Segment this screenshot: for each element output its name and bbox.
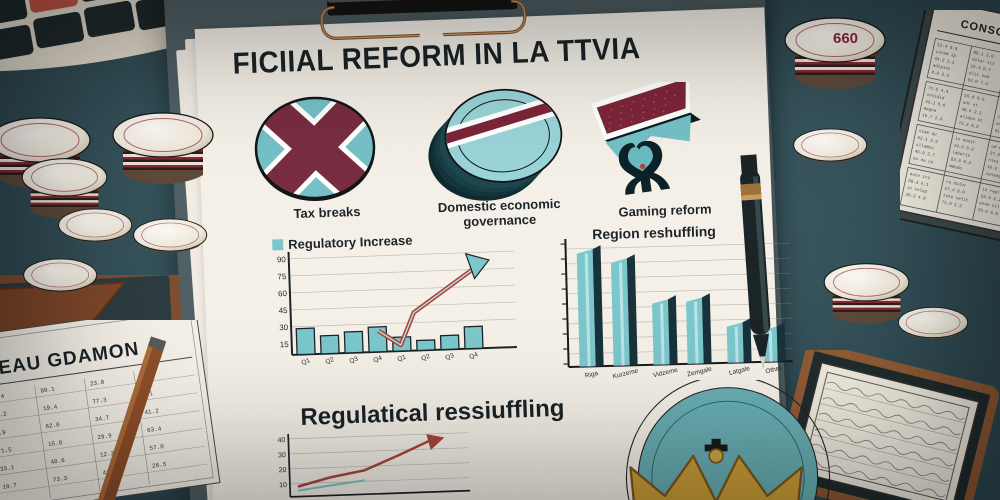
svg-text:Q1: Q1 — [396, 354, 407, 364]
svg-text:60: 60 — [278, 289, 288, 298]
svg-text:Q2: Q2 — [324, 356, 335, 366]
svg-text:45: 45 — [278, 306, 288, 315]
svg-text:15: 15 — [280, 340, 290, 349]
svg-text:Vidzeme: Vidzeme — [653, 367, 679, 380]
svg-text:Q2: Q2 — [420, 353, 431, 363]
svg-text:Q4: Q4 — [372, 354, 383, 364]
svg-text:Riga: Riga — [584, 370, 599, 380]
svg-text:660: 660 — [833, 30, 858, 47]
svg-text:Q3: Q3 — [348, 355, 359, 365]
svg-text:90: 90 — [277, 255, 287, 264]
svg-text:Q1: Q1 — [301, 357, 312, 367]
svg-text:Regulatory Increase: Regulatory Increase — [288, 233, 413, 252]
svg-text:20: 20 — [279, 467, 287, 474]
svg-text:75: 75 — [277, 272, 287, 281]
svg-text:Q4: Q4 — [468, 351, 479, 361]
svg-text:30: 30 — [279, 323, 289, 332]
svg-text:Kurzeme: Kurzeme — [612, 367, 639, 380]
svg-text:30: 30 — [278, 452, 286, 459]
svg-text:Q3: Q3 — [444, 352, 455, 362]
svg-text:40: 40 — [277, 437, 285, 444]
svg-text:10: 10 — [279, 482, 287, 489]
